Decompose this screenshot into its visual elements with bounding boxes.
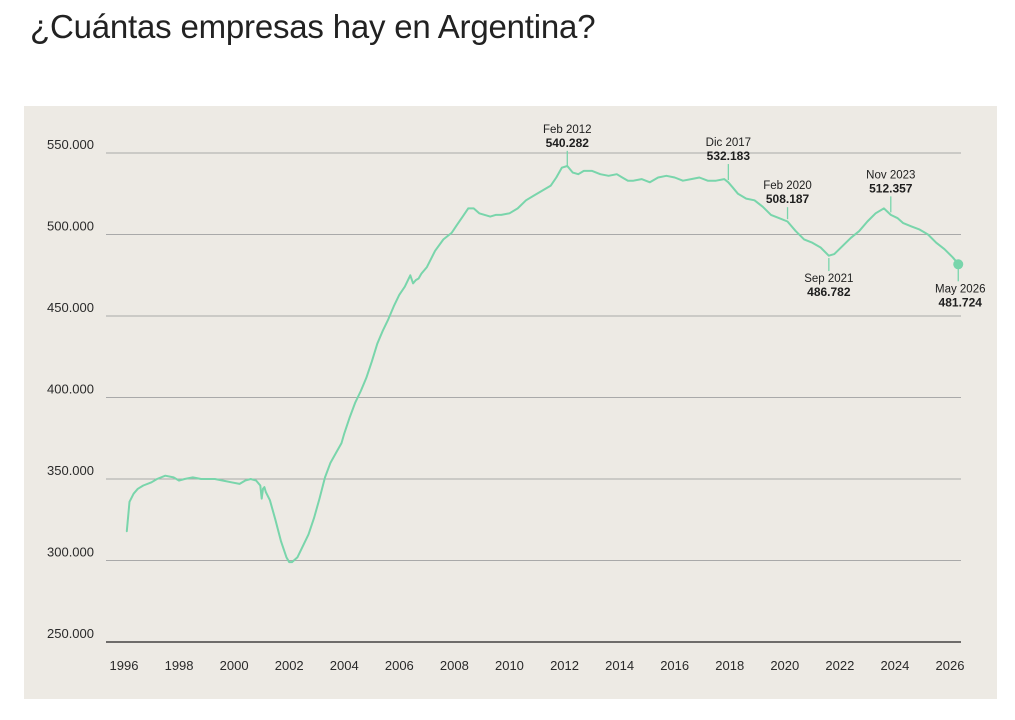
x-tick-label: 2006	[385, 658, 414, 673]
annotation-date: Dic 2017	[706, 137, 751, 149]
series-line	[125, 165, 960, 564]
y-tick-label: 450.000	[47, 300, 94, 315]
annotation-value: 512.357	[869, 181, 913, 195]
annotation-date: Nov 2023	[866, 169, 915, 181]
annotation-date: Sep 2021	[804, 273, 853, 285]
x-tick-label: 1998	[165, 658, 194, 673]
x-tick-label: 2018	[715, 658, 744, 673]
y-tick-label: 250.000	[47, 626, 94, 641]
page-title: ¿Cuántas empresas hay en Argentina?	[30, 8, 596, 45]
x-tick-label: 2014	[605, 658, 634, 673]
y-tick-label: 500.000	[47, 219, 94, 234]
x-axis-ticks: 1996 1998 2000 2002 2004 2006 2008 2010 2012 2014…	[110, 658, 965, 673]
endpoint-marker	[953, 259, 964, 270]
y-tick-label: 550.000	[47, 137, 94, 152]
x-tick-label: 2016	[660, 658, 689, 673]
x-tick-label: 1996	[110, 658, 139, 673]
annotation-value: 532.183	[707, 149, 751, 163]
x-tick-label: 2024	[880, 658, 909, 673]
x-tick-label: 2012	[550, 658, 579, 673]
y-tick-label: 300.000	[47, 545, 94, 560]
x-tick-label: 2026	[936, 658, 965, 673]
chart-panel: 250.000 300.000 350.000 400.000 450.000 500.0…	[24, 106, 997, 699]
x-tick-label: 2010	[495, 658, 524, 673]
y-tick-label: 400.000	[47, 382, 94, 397]
x-tick-label: 2020	[770, 658, 799, 673]
annotation-value: 508.187	[766, 192, 810, 206]
annotation-date: Feb 2012	[543, 124, 592, 136]
annotation-date: May 2026	[935, 283, 986, 295]
grid-lines	[106, 152, 961, 643]
series-layer	[125, 165, 960, 564]
x-tick-label: 2022	[825, 658, 854, 673]
x-tick-label: 2004	[330, 658, 359, 673]
x-tick-label: 2002	[275, 658, 304, 673]
x-tick-label: 2008	[440, 658, 469, 673]
annotation-date: Feb 2020	[763, 180, 812, 192]
annotation-value: 486.782	[807, 285, 851, 299]
y-tick-label: 350.000	[47, 463, 94, 478]
line-chart: 250.000 300.000 350.000 400.000 450.000 500.0…	[47, 124, 986, 673]
x-tick-label: 2000	[220, 658, 249, 673]
annotation-value: 481.724	[939, 295, 983, 309]
annotation-value: 540.282	[546, 136, 590, 150]
y-axis-ticks: 250.000 300.000 350.000 400.000 450.000 500.0…	[47, 137, 94, 641]
